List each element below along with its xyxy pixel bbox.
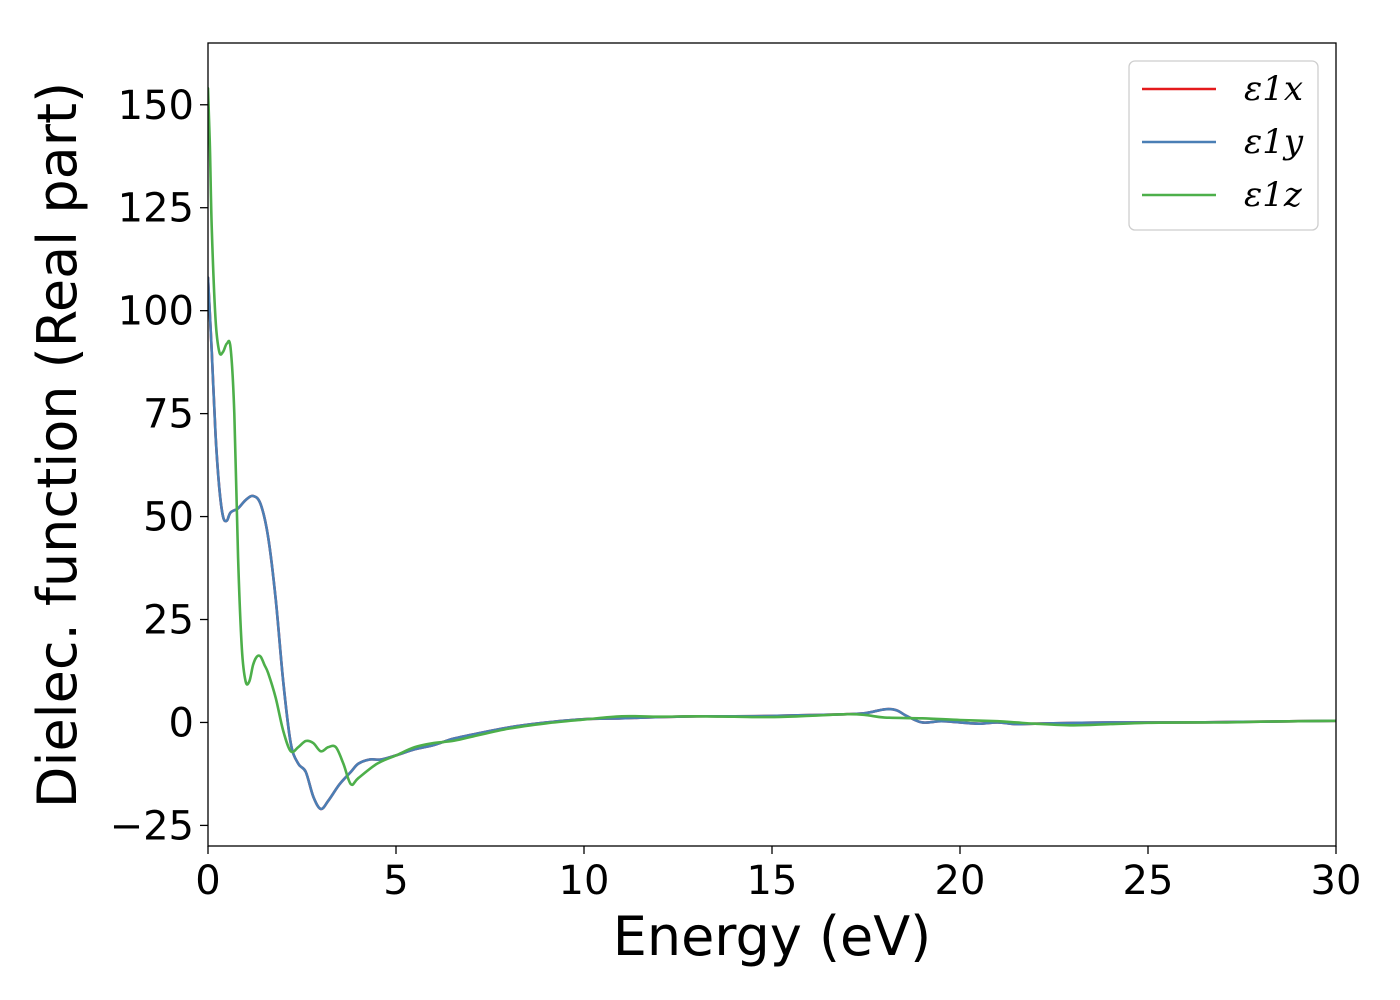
- legend-label-1: ε1y: [1244, 122, 1304, 162]
- x-axis-ticks: 0 5 10 15 20 25 30: [195, 846, 1361, 904]
- y-tick-label: 100: [118, 289, 194, 335]
- legend-box: [1128, 60, 1319, 231]
- y-tick-label: 50: [143, 495, 194, 541]
- x-tick-label: 30: [1311, 858, 1362, 904]
- x-tick-label: 0: [195, 858, 220, 904]
- y-tick-label: 25: [143, 598, 194, 644]
- legend: ε1x ε1y ε1z: [1128, 60, 1319, 231]
- y-tick-label: 0: [169, 700, 194, 746]
- x-tick-label: 15: [747, 858, 798, 904]
- y-tick-label: −25: [110, 803, 194, 849]
- x-tick-label: 25: [1123, 858, 1174, 904]
- x-axis-label: Energy (eV): [613, 905, 932, 968]
- series-layer: [208, 87, 1336, 811]
- y-tick-label: 125: [118, 186, 194, 232]
- y-tick-label: 75: [143, 392, 194, 438]
- x-tick-label: 5: [383, 858, 408, 904]
- plot-area: [207, 42, 1337, 847]
- y-tick-label: 150: [118, 83, 194, 129]
- x-tick-label: 20: [935, 858, 986, 904]
- legend-label-0: ε1x: [1244, 69, 1303, 109]
- y-axis-label: Dielec. function (Real part): [26, 82, 89, 808]
- series-line-2: [208, 87, 1336, 787]
- x-tick-label: 10: [559, 858, 610, 904]
- y-axis-ticks: −25 0 25 50 75 100 125 150: [110, 83, 208, 849]
- legend-label-2: ε1z: [1244, 175, 1303, 215]
